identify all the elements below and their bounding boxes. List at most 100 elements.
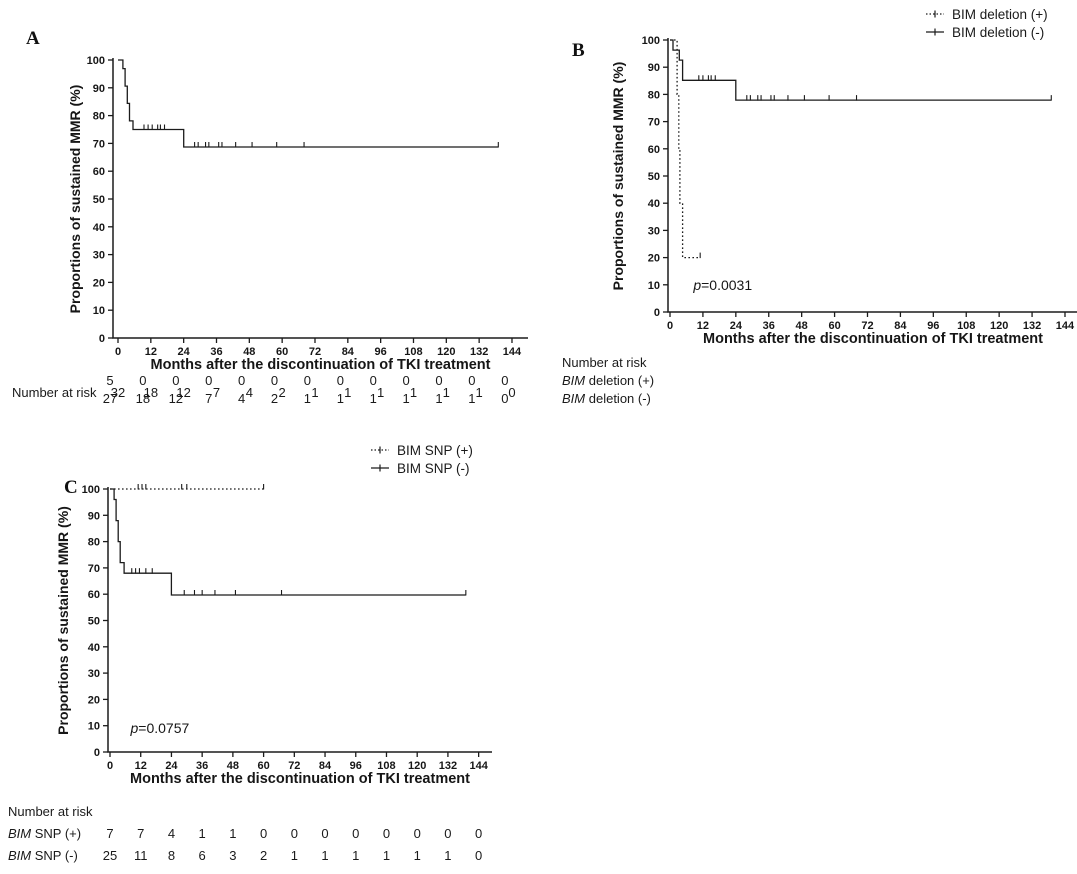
risk-value: 5 bbox=[106, 373, 114, 388]
km-curve-bim-snp--- bbox=[110, 488, 466, 596]
risk-row-label: BIM SNP (-) bbox=[8, 848, 78, 863]
risk-value: 1 bbox=[377, 385, 385, 400]
x-tick-label: 48 bbox=[796, 320, 808, 332]
risk-table-header: Number at risk bbox=[562, 355, 647, 370]
risk-value: 4 bbox=[167, 826, 176, 841]
axis-lines bbox=[107, 487, 492, 753]
x-tick-label: 24 bbox=[165, 760, 178, 772]
risk-value: 0 bbox=[172, 373, 180, 388]
risk-value: 1 bbox=[311, 385, 319, 400]
x-tick-label: 60 bbox=[257, 760, 269, 772]
axis-lines bbox=[667, 38, 1077, 313]
risk-row: BIM deletion (-) 27 18 12 7 4 2 1 1 1 1 1 1 0 bbox=[103, 391, 1077, 408]
x-tick-label: 132 bbox=[470, 346, 488, 358]
x-axis-title: Months after the discontinuation of TKI … bbox=[130, 771, 470, 787]
y-tick-label: 90 bbox=[93, 83, 105, 95]
risk-value: 8 bbox=[167, 848, 176, 863]
legend-item-bim-deletion-positive: BIM deletion (+) bbox=[925, 6, 1048, 22]
y-tick-label: 100 bbox=[87, 55, 105, 67]
y-tick-label: 70 bbox=[648, 117, 660, 129]
x-tick-label: 144 bbox=[503, 346, 522, 358]
y-tick-label: 30 bbox=[648, 225, 660, 237]
y-tick-label: 80 bbox=[88, 537, 100, 549]
risk-value: 0 bbox=[501, 373, 509, 388]
y-tick-label: 10 bbox=[88, 721, 100, 733]
panel-a-risk-table: Number at risk 32 18 12 7 4 2 1 1 1 1 1 1 0 bbox=[0, 383, 560, 405]
risk-label-text: SNP (-) bbox=[31, 848, 78, 863]
x-tick-label: 120 bbox=[437, 346, 455, 358]
risk-value: 0 bbox=[336, 373, 344, 388]
legend-item-bim-snp-positive: BIM SNP (+) bbox=[370, 442, 473, 458]
risk-value: 1 bbox=[303, 391, 312, 406]
risk-label-text: SNP (+) bbox=[31, 826, 82, 841]
y-axis-title: Proportions of sustained MMR (%) bbox=[610, 62, 626, 291]
risk-value: 2 bbox=[270, 391, 279, 406]
km-curve-all bbox=[118, 59, 499, 148]
risk-label-text: deletion (+) bbox=[585, 373, 655, 388]
risk-value: 0 bbox=[321, 826, 329, 841]
y-tick-label: 70 bbox=[88, 563, 100, 575]
y-tick-label: 0 bbox=[94, 747, 100, 759]
risk-value: 1 bbox=[442, 385, 450, 400]
x-tick-label: 144 bbox=[1056, 320, 1075, 332]
risk-value: 2 bbox=[259, 848, 268, 863]
risk-value: 2 bbox=[278, 385, 286, 400]
y-tick-label: 90 bbox=[88, 510, 100, 522]
x-tick-label: 48 bbox=[243, 346, 255, 358]
risk-value: 1 bbox=[409, 385, 418, 400]
risk-value: 0 bbox=[352, 826, 360, 841]
risk-value: 4 bbox=[245, 385, 253, 400]
y-axis-title: Proportions of sustained MMR (%) bbox=[67, 85, 83, 314]
risk-row: BIM SNP (+) 7 7 4 1 1 0 0 0 0 0 0 0 0 bbox=[0, 826, 560, 843]
panel-b-plot: 0 10 20 30 40 50 60 70 80 90 100 0 12 24 36 48 60 72 84 96 1… bbox=[610, 35, 1077, 347]
panel-a-label: A bbox=[26, 28, 40, 49]
p-value-text: p=0.0031 bbox=[692, 277, 752, 293]
risk-value: 1 bbox=[382, 848, 391, 863]
km-curve-bim-deletion-+- bbox=[670, 39, 701, 259]
y-tick-label: 90 bbox=[648, 62, 660, 74]
x-tick-label: 96 bbox=[375, 346, 387, 358]
x-tick-label: 108 bbox=[957, 320, 975, 332]
risk-value: 27 bbox=[102, 391, 118, 406]
x-tick-label: 36 bbox=[763, 320, 775, 332]
x-tick-label: 60 bbox=[276, 346, 288, 358]
risk-value: 1 bbox=[413, 848, 421, 863]
risk-value: 0 bbox=[402, 373, 410, 388]
risk-row: BIM deletion (+) 5 0 0 0 0 0 0 0 0 0 0 0 0 bbox=[106, 373, 1077, 390]
risk-value: 0 bbox=[444, 826, 452, 841]
risk-value: 32 bbox=[110, 385, 126, 400]
risk-label-italic: BIM bbox=[562, 373, 586, 388]
risk-value: 0 bbox=[501, 391, 509, 406]
x-tick-label: 96 bbox=[350, 760, 362, 772]
y-tick-label: 60 bbox=[88, 589, 100, 601]
x-tick-label: 60 bbox=[828, 320, 840, 332]
risk-value: 6 bbox=[198, 848, 206, 863]
risk-value: 7 bbox=[106, 826, 114, 841]
risk-value: 0 bbox=[259, 826, 268, 841]
dotted-line-sample bbox=[371, 446, 389, 454]
y-tick-label: 20 bbox=[88, 694, 100, 706]
risk-value: 4 bbox=[237, 391, 246, 406]
y-tick-label: 0 bbox=[99, 333, 105, 345]
risk-value: 1 bbox=[229, 826, 237, 841]
risk-label-text: Number at risk bbox=[12, 385, 97, 400]
panel-b-legend: BIM deletion (+) BIM deletion (-) bbox=[925, 6, 1048, 40]
risk-value: 1 bbox=[468, 391, 476, 406]
risk-value: 0 bbox=[369, 373, 377, 388]
y-tick-label: 0 bbox=[654, 307, 660, 319]
y-tick-label: 10 bbox=[93, 305, 105, 317]
x-tick-label: 24 bbox=[178, 346, 191, 358]
y-tick-label: 100 bbox=[82, 484, 100, 496]
solid-line-sample bbox=[926, 28, 944, 36]
x-tick-label: 0 bbox=[107, 760, 113, 772]
x-tick-label: 120 bbox=[990, 320, 1008, 332]
panel-b-label: B bbox=[572, 40, 585, 61]
y-tick-label: 80 bbox=[648, 89, 660, 101]
x-tick-label: 48 bbox=[227, 760, 239, 772]
y-tick-label: 30 bbox=[93, 250, 105, 262]
risk-value: 1 bbox=[444, 848, 452, 863]
legend-item-bim-deletion-negative: BIM deletion (-) bbox=[925, 24, 1048, 40]
x-tick-label: 132 bbox=[1023, 320, 1041, 332]
dotted-line-sample bbox=[926, 10, 944, 18]
